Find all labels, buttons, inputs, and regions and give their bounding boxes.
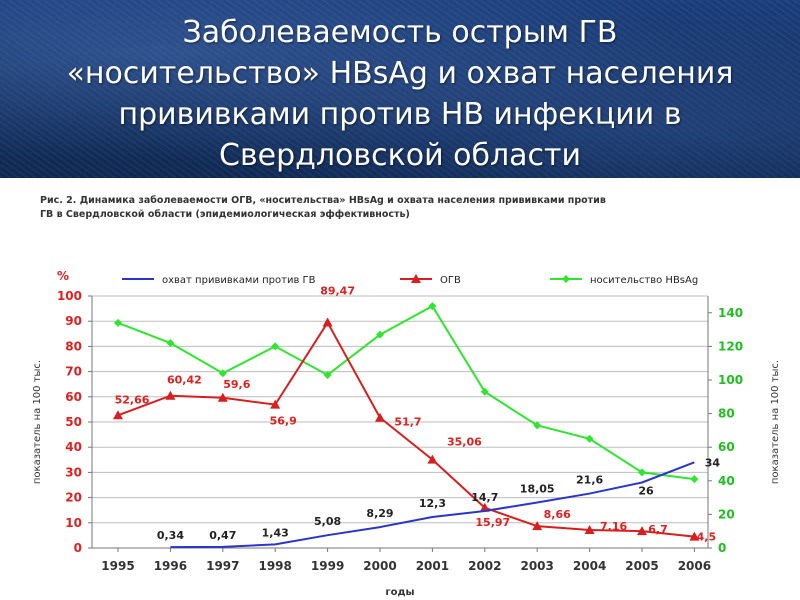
data-point [533, 421, 542, 430]
y-tick-label-right: 100 [718, 373, 743, 387]
series-line [117, 304, 695, 481]
x-tick-label: 1998 [258, 559, 291, 573]
data-label-coverage: 21,6 [576, 474, 603, 487]
data-label-acute: 89,47 [320, 285, 355, 298]
y-tick-label-left: 70 [65, 365, 82, 379]
data-point [427, 454, 438, 464]
data-point [218, 369, 227, 378]
data-point [480, 387, 489, 396]
legend-swatch-marker [562, 275, 570, 283]
y-tick-label-left: 60 [65, 390, 82, 404]
x-tick-label: 2002 [468, 559, 501, 573]
data-point [638, 468, 646, 477]
line-chart: 0 10 20 30 40 50 60 70 80 90 100 0 20 40 60 80 100 120 140… [32, 269, 781, 598]
y-tick-label-left: 10 [65, 516, 82, 530]
y-tick-label-left: 30 [65, 465, 82, 479]
x-tick-label: 2003 [520, 559, 553, 573]
data-point [532, 521, 543, 531]
slide-title: Заболеваемость острым ГВ «носительство» … [66, 15, 734, 173]
data-point [428, 302, 437, 311]
data-label-coverage: 0,47 [209, 529, 236, 542]
figure-caption: Рис. 2. Динамика заболеваемости ОГВ, «но… [40, 195, 606, 220]
y-axis-unit-left: % [57, 269, 69, 283]
data-label-coverage: 26 [638, 484, 654, 497]
y-tick-label-left: 100 [57, 289, 82, 303]
data-point [166, 339, 175, 348]
data-label-coverage: 34 [705, 456, 721, 469]
data-label-acute: 15,97 [475, 516, 510, 529]
legend-swatch-marker [411, 274, 421, 283]
data-point [690, 475, 699, 484]
data-point [585, 434, 594, 443]
data-point [113, 410, 123, 420]
data-point [323, 370, 332, 379]
data-point [689, 531, 700, 541]
data-label-acute: 7,16 [600, 520, 627, 533]
data-label-acute: 51,7 [394, 416, 421, 429]
data-point [376, 330, 384, 339]
data-point [637, 526, 647, 536]
x-tick-label: 1999 [311, 559, 344, 573]
x-tick-label: 2001 [416, 559, 449, 573]
x-axis-title: годы [385, 587, 414, 598]
x-tick-label: 2005 [625, 559, 658, 573]
data-label-acute: 52,66 [115, 393, 150, 406]
x-tick-label: 2000 [363, 559, 396, 573]
data-label-coverage: 8,29 [366, 507, 393, 520]
y-tick-label-right: 0 [718, 541, 726, 555]
y-axis-title-left: показатель на 100 тыс. [32, 360, 43, 484]
y-tick-label-left: 50 [65, 415, 82, 429]
data-label-coverage: 14,7 [471, 491, 498, 504]
data-label-acute: 4,5 [697, 531, 717, 544]
y-tick-label-left: 20 [65, 491, 82, 505]
y-tick-label-right: 80 [718, 407, 735, 421]
x-tick-label: 1997 [206, 559, 239, 573]
slide-header: Заболеваемость острым ГВ «носительство» … [0, 0, 800, 178]
data-point [114, 318, 122, 327]
x-tick-label: 2006 [678, 559, 711, 573]
data-point [322, 317, 333, 327]
x-tick-label: 1996 [154, 559, 187, 573]
y-tick-label-right: 60 [718, 440, 735, 454]
x-tick-label: 1995 [101, 559, 134, 573]
legend-label: охват прививками против ГВ [162, 275, 316, 286]
data-point [217, 392, 228, 402]
data-label-coverage: 0,34 [157, 529, 184, 542]
y-axis-title-right: показатель на 100 тыс. [770, 360, 781, 484]
data-label-acute: 56,9 [270, 415, 297, 428]
data-label-coverage: 1,43 [262, 526, 289, 539]
data-label-acute: 60,42 [167, 374, 202, 387]
data-point [271, 342, 280, 351]
y-tick-label-right: 140 [718, 306, 743, 320]
series-line [117, 320, 695, 538]
data-label-acute: 8,66 [544, 508, 571, 521]
y-tick-label-left: 80 [65, 339, 82, 353]
series-line [170, 461, 695, 549]
data-label-acute: 59,6 [223, 378, 250, 391]
data-label-acute: 35,06 [447, 436, 482, 449]
x-tick-label: 2004 [573, 559, 606, 573]
data-point [584, 524, 595, 534]
data-label-coverage: 18,05 [520, 483, 555, 496]
data-point [165, 390, 176, 400]
data-label-coverage: 5,08 [314, 515, 341, 528]
y-tick-label-right: 20 [718, 507, 735, 521]
data-label-coverage: 12,3 [419, 497, 446, 510]
y-tick-label-right: 40 [718, 474, 735, 488]
data-point [375, 412, 385, 422]
y-tick-label-left: 90 [65, 314, 82, 328]
data-point [479, 502, 490, 512]
data-label-acute: 6,7 [648, 523, 668, 536]
y-tick-label-right: 120 [718, 339, 743, 353]
legend-label: носительство HBsAg [590, 275, 698, 286]
y-tick-label-left: 0 [74, 541, 82, 555]
y-tick-label-left: 40 [65, 440, 82, 454]
data-point [270, 399, 281, 409]
legend-label: ОГВ [440, 275, 461, 286]
